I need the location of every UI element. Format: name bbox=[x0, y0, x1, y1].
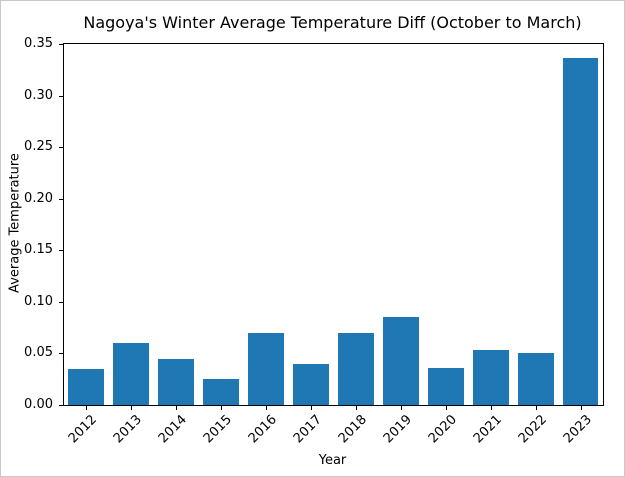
bar-2018 bbox=[337, 332, 374, 405]
y-tick-label: 0.10 bbox=[24, 293, 53, 309]
x-tick-label: 2015 bbox=[201, 412, 236, 447]
x-tick-mark bbox=[131, 406, 133, 410]
x-tick-mark bbox=[580, 406, 582, 410]
x-tick-mark bbox=[400, 406, 402, 410]
x-tick-label: 2020 bbox=[425, 412, 460, 447]
bar-2016 bbox=[248, 332, 285, 405]
y-tick-label: 0.20 bbox=[24, 190, 53, 206]
plot-area bbox=[59, 43, 604, 410]
y-tick-label: 0.30 bbox=[24, 87, 53, 103]
x-tick-mark bbox=[86, 406, 88, 410]
x-tick-label: 2017 bbox=[290, 412, 325, 447]
y-tick-label: 0.15 bbox=[24, 242, 53, 258]
y-tick-mark bbox=[59, 301, 63, 303]
x-tick-mark bbox=[311, 406, 313, 410]
x-tick-mark bbox=[535, 406, 537, 410]
x-tick-label: 2014 bbox=[156, 412, 191, 447]
bar-2023 bbox=[562, 58, 599, 405]
x-tick-mark bbox=[176, 406, 178, 410]
x-tick-mark bbox=[221, 406, 223, 410]
x-tick-label: 2018 bbox=[335, 412, 370, 447]
bar-2019 bbox=[382, 317, 419, 405]
y-tick-mark bbox=[59, 250, 63, 252]
bar-2020 bbox=[427, 367, 464, 405]
y-tick-label: 0.05 bbox=[24, 345, 53, 361]
x-tick-mark bbox=[490, 406, 492, 410]
x-tick-mark bbox=[355, 406, 357, 410]
x-tick-label: 2016 bbox=[246, 412, 281, 447]
bar-2021 bbox=[472, 350, 509, 405]
y-tick-mark bbox=[59, 353, 63, 355]
x-tick-label: 2013 bbox=[111, 412, 146, 447]
y-tick-label: 0.00 bbox=[24, 397, 53, 412]
bar-2012 bbox=[68, 368, 105, 405]
bar-2022 bbox=[517, 353, 554, 405]
y-axis-label: Average Temperature bbox=[7, 153, 23, 293]
x-tick-label: 2021 bbox=[470, 412, 505, 447]
bar-2014 bbox=[158, 358, 195, 405]
y-tick-mark bbox=[59, 44, 63, 45]
x-axis-label: Year bbox=[318, 453, 347, 468]
y-tick-mark bbox=[59, 95, 63, 97]
y-tick-mark bbox=[59, 198, 63, 200]
x-tick-mark bbox=[266, 406, 268, 410]
bar-2013 bbox=[113, 343, 150, 405]
y-tick-label: 0.35 bbox=[24, 36, 53, 51]
y-tick-mark bbox=[59, 147, 63, 149]
x-tick-label: 2023 bbox=[560, 412, 595, 447]
x-tick-label: 2012 bbox=[66, 412, 101, 447]
bar-2015 bbox=[203, 379, 240, 405]
chart-title: Nagoya's Winter Average Temperature Diff… bbox=[83, 13, 582, 32]
y-tick-label: 0.25 bbox=[24, 139, 53, 155]
x-tick-label: 2019 bbox=[380, 412, 415, 447]
bar-2017 bbox=[293, 363, 329, 405]
x-tick-mark bbox=[445, 406, 447, 410]
y-tick-mark bbox=[59, 405, 63, 406]
x-tick-label: 2022 bbox=[515, 412, 550, 447]
